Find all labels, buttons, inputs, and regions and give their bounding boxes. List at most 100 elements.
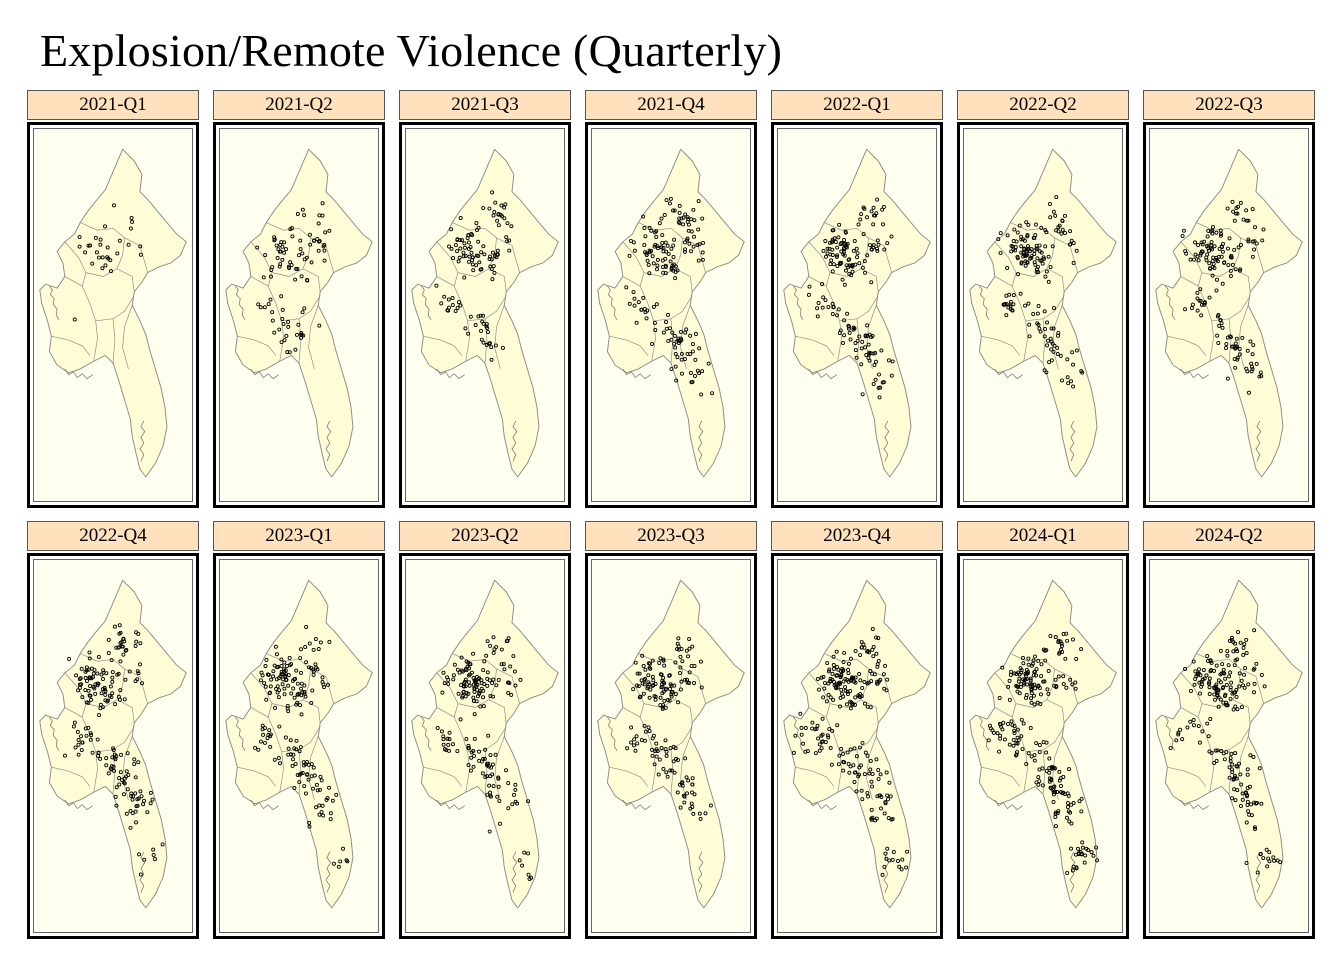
event-marker (1051, 326, 1056, 331)
event-marker (646, 673, 651, 678)
event-marker (495, 794, 500, 799)
event-marker (114, 803, 119, 808)
event-marker (637, 671, 642, 676)
event-marker (1091, 853, 1096, 858)
event-marker (874, 211, 879, 216)
event-marker (1207, 261, 1212, 266)
event-marker (1047, 756, 1052, 761)
event-marker (688, 371, 693, 375)
event-marker (889, 817, 894, 822)
map-panel: 2022-Q4 (27, 521, 199, 939)
event-marker (1029, 696, 1034, 701)
event-marker (279, 664, 284, 669)
event-marker (481, 704, 486, 709)
event-marker (643, 234, 648, 239)
event-marker (1250, 207, 1255, 212)
event-marker (1196, 724, 1201, 729)
event-marker (675, 641, 680, 646)
event-marker (297, 253, 301, 258)
event-marker (1039, 674, 1044, 679)
event-marker (1071, 241, 1076, 246)
event-marker (845, 750, 850, 755)
event-marker (1036, 782, 1041, 787)
event-marker (1252, 825, 1257, 830)
event-marker (1058, 353, 1063, 358)
region-border (638, 653, 707, 704)
event-marker (104, 763, 109, 768)
event-marker (875, 197, 880, 202)
event-marker (314, 805, 319, 810)
event-marker (834, 686, 839, 691)
event-marker (1243, 790, 1248, 795)
event-marker (1238, 804, 1243, 808)
event-marker (287, 266, 292, 270)
event-marker (884, 770, 889, 775)
event-marker (1207, 680, 1212, 685)
event-marker (854, 754, 859, 759)
event-marker (692, 234, 697, 239)
event-marker (673, 746, 678, 751)
event-marker (1230, 635, 1234, 640)
event-marker (1080, 845, 1085, 850)
event-marker (869, 816, 874, 821)
event-marker (677, 221, 682, 226)
panel-label: 2023-Q3 (585, 521, 757, 551)
event-marker (1026, 301, 1031, 306)
event-marker (645, 258, 650, 263)
event-marker (1061, 790, 1066, 795)
event-marker (825, 661, 830, 666)
event-marker (687, 241, 692, 246)
event-marker (1060, 218, 1065, 223)
event-marker (821, 695, 826, 700)
event-marker (890, 857, 895, 862)
event-marker (470, 670, 474, 675)
event-marker (1060, 378, 1064, 383)
event-marker (1238, 772, 1243, 777)
event-marker (287, 350, 292, 355)
event-marker (1244, 860, 1249, 865)
map-frame (1143, 553, 1315, 939)
event-marker (298, 703, 303, 708)
event-marker (683, 756, 688, 761)
event-marker (106, 651, 111, 656)
event-marker (1233, 798, 1238, 803)
event-marker (1054, 195, 1059, 200)
event-marker (86, 725, 91, 730)
country-outline (411, 579, 559, 909)
country-outline (39, 579, 187, 909)
event-marker (485, 792, 490, 797)
event-marker (678, 805, 683, 810)
event-marker (889, 234, 894, 239)
event-marker (440, 690, 445, 695)
event-marker (88, 737, 93, 742)
event-marker (1181, 228, 1186, 233)
event-marker (1224, 342, 1229, 346)
event-marker (89, 697, 94, 702)
event-marker (494, 683, 499, 688)
event-marker (462, 275, 467, 280)
event-marker (478, 313, 483, 318)
event-marker (87, 656, 92, 661)
event-marker (293, 347, 298, 352)
event-marker (124, 769, 129, 774)
event-marker (1259, 801, 1264, 806)
event-marker (1195, 296, 1200, 301)
event-marker (1052, 306, 1056, 311)
event-marker (76, 688, 81, 693)
event-marker (879, 348, 884, 353)
island-coastline (421, 716, 518, 893)
event-marker (1251, 239, 1255, 244)
event-marker (507, 681, 512, 686)
region-border (825, 285, 842, 362)
region-border (122, 305, 133, 370)
event-marker (1207, 692, 1212, 696)
event-marker (683, 247, 688, 252)
event-marker (874, 635, 879, 640)
event-marker (280, 257, 285, 262)
event-marker (698, 659, 703, 664)
myanmar-map (969, 579, 1117, 909)
event-marker (831, 667, 836, 671)
event-marker (660, 258, 665, 263)
event-marker (875, 238, 880, 243)
event-marker (677, 782, 682, 787)
